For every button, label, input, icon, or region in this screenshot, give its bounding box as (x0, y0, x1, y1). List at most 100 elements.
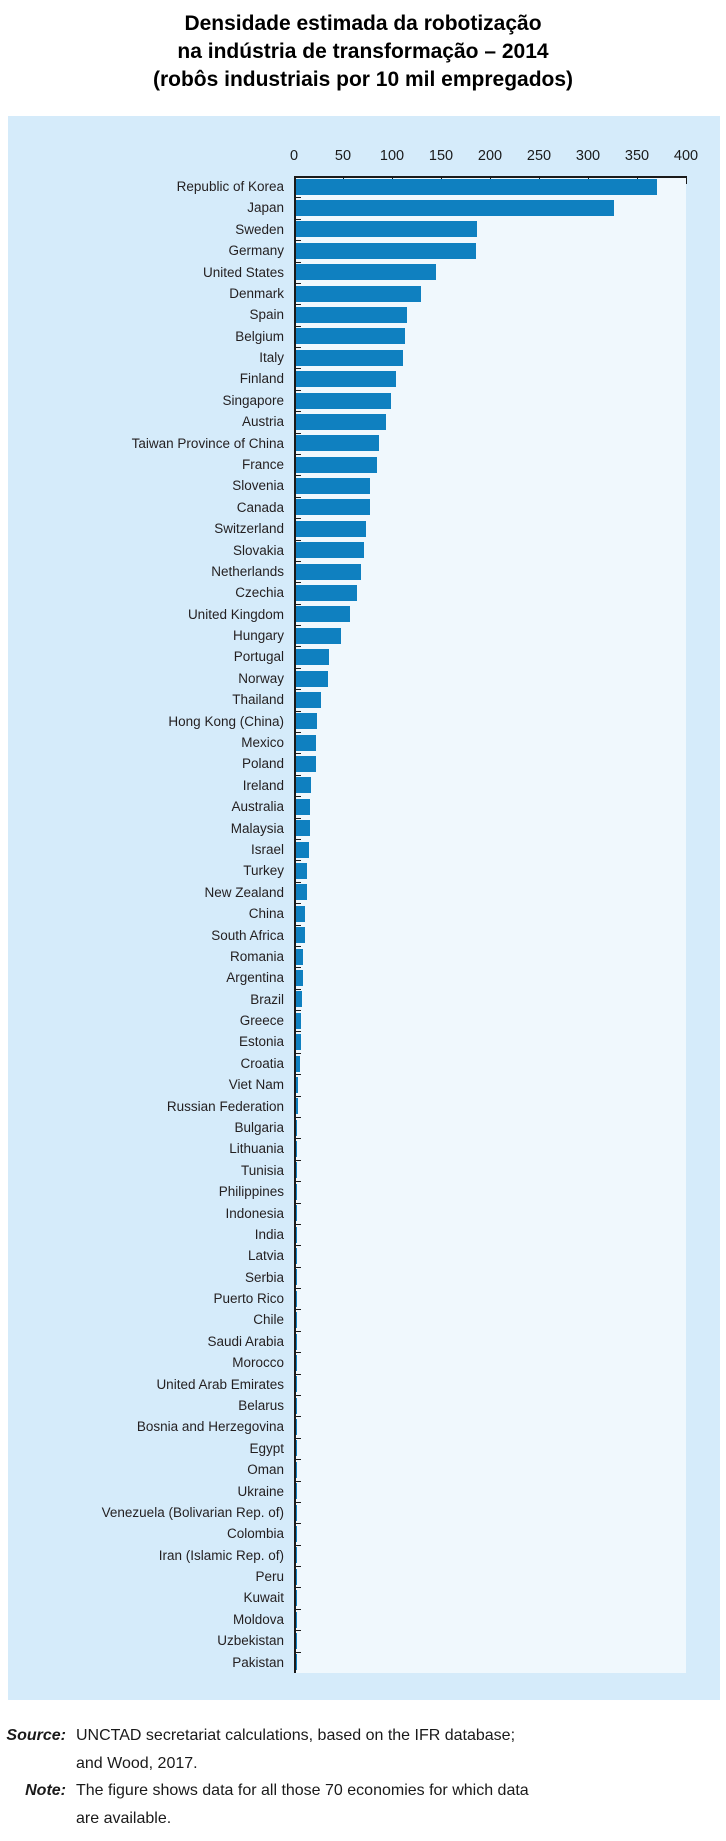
category-label: Brazil (250, 991, 284, 1007)
bar (296, 627, 342, 644)
x-axis-tick-label: 50 (334, 148, 352, 164)
category-label: Colombia (226, 1526, 284, 1542)
category-label: Bulgaria (234, 1119, 284, 1135)
category-label: South Africa (211, 927, 284, 943)
bar (296, 1226, 297, 1243)
chart-panel: 0 50 100 150 200 250 300 350 400 Republic of Kore… (8, 116, 720, 1700)
bar (296, 520, 366, 537)
bar (296, 413, 387, 430)
category-tick (296, 625, 301, 627)
category-label: Israel (250, 841, 284, 857)
bar (296, 178, 657, 195)
category-label: Croatia (240, 1055, 284, 1071)
category-tick (296, 881, 301, 883)
category-label: France (241, 457, 284, 472)
bar (296, 585, 357, 602)
category-label: Viet Nam (228, 1077, 284, 1093)
bar (296, 1119, 298, 1136)
category-tick (296, 582, 301, 584)
bar (296, 1654, 297, 1671)
category-label: Pakistan (232, 1654, 284, 1670)
bar (296, 1525, 297, 1542)
category-tick (296, 774, 301, 776)
bar (296, 905, 306, 922)
category-tick (296, 240, 301, 242)
category-label: Puerto Rico (213, 1291, 284, 1307)
category-tick (296, 710, 301, 712)
bar (296, 1034, 301, 1051)
category-tick (296, 1288, 301, 1290)
category-label: Ukraine (237, 1483, 284, 1499)
note-row: Note: The figure shows data for all thos… (0, 1777, 726, 1832)
x-axis-tick-label: 100 (379, 148, 405, 164)
bar (296, 1483, 297, 1500)
category-label: Netherlands (211, 563, 284, 579)
bar (296, 1055, 301, 1072)
bar (296, 1205, 297, 1222)
category-tick (296, 1437, 301, 1439)
category-tick (296, 753, 301, 755)
x-axis-tick-label: 250 (526, 148, 552, 164)
category-tick (296, 347, 301, 349)
category-tick (296, 197, 301, 199)
category-label: Egypt (249, 1440, 284, 1456)
category-label: United States (202, 264, 284, 280)
bar (296, 1568, 297, 1585)
bar (296, 820, 310, 837)
x-axis-tick-label: 200 (477, 148, 503, 164)
bar (296, 264, 437, 281)
bar (296, 841, 310, 858)
category-label: Norway (238, 670, 284, 686)
bar (296, 1419, 297, 1436)
category-tick (296, 1480, 301, 1482)
category-tick (296, 796, 301, 798)
category-tick (296, 1587, 301, 1589)
x-axis-tick-label: 0 (289, 148, 299, 164)
category-tick (296, 496, 301, 498)
chart-title-line-3: (robôs industriais por 10 mil empregados… (152, 68, 574, 91)
category-tick (296, 1459, 301, 1461)
category-label: Estonia (238, 1034, 284, 1050)
bar (296, 1440, 297, 1457)
category-label: Hong Kong (China) (168, 713, 284, 729)
category-label: Slovenia (232, 478, 284, 494)
category-tick (296, 860, 301, 862)
bar (296, 1076, 299, 1093)
category-label: Chile (253, 1312, 284, 1328)
bar (296, 798, 311, 815)
category-tick (296, 1330, 301, 1332)
category-label: Russian Federation (166, 1098, 284, 1114)
category-label: Iran (Islamic Rep. of) (158, 1547, 284, 1563)
x-axis-tick-label: 400 (673, 148, 699, 164)
category-label: Belarus (238, 1397, 284, 1413)
category-label: Australia (231, 799, 284, 815)
bar (296, 1290, 297, 1307)
category-label: Italy (259, 350, 284, 366)
bar (296, 1354, 297, 1371)
category-label: Peru (255, 1569, 284, 1585)
category-label: Belgium (235, 328, 284, 344)
category-label: Latvia (247, 1248, 284, 1264)
x-axis-tick-label: 300 (575, 148, 601, 164)
bar (296, 969, 303, 986)
category-label: New Zealand (204, 884, 284, 900)
bar (296, 884, 307, 901)
category-tick (296, 945, 301, 947)
category-label: Japan (247, 200, 284, 216)
chart-title-line-2: na indústria de transformação – 2014 (177, 40, 549, 63)
note-text-line-2: are available. (76, 1809, 172, 1827)
bar (296, 1183, 297, 1200)
category-tick (296, 1116, 301, 1118)
bar (296, 499, 370, 516)
category-label: Slovakia (232, 542, 284, 558)
category-label: Republic of Korea (176, 179, 284, 194)
category-label: Germany (228, 243, 284, 259)
category-label: Romania (229, 948, 284, 964)
category-tick (296, 1074, 301, 1076)
category-label: Saudi Arabia (207, 1333, 284, 1349)
bar (296, 242, 477, 259)
source-text: UNCTAD secretariat calculations, based o… (76, 1722, 515, 1777)
category-tick (296, 1373, 301, 1375)
source-label: Source: (6, 1727, 66, 1744)
bar (296, 456, 378, 473)
